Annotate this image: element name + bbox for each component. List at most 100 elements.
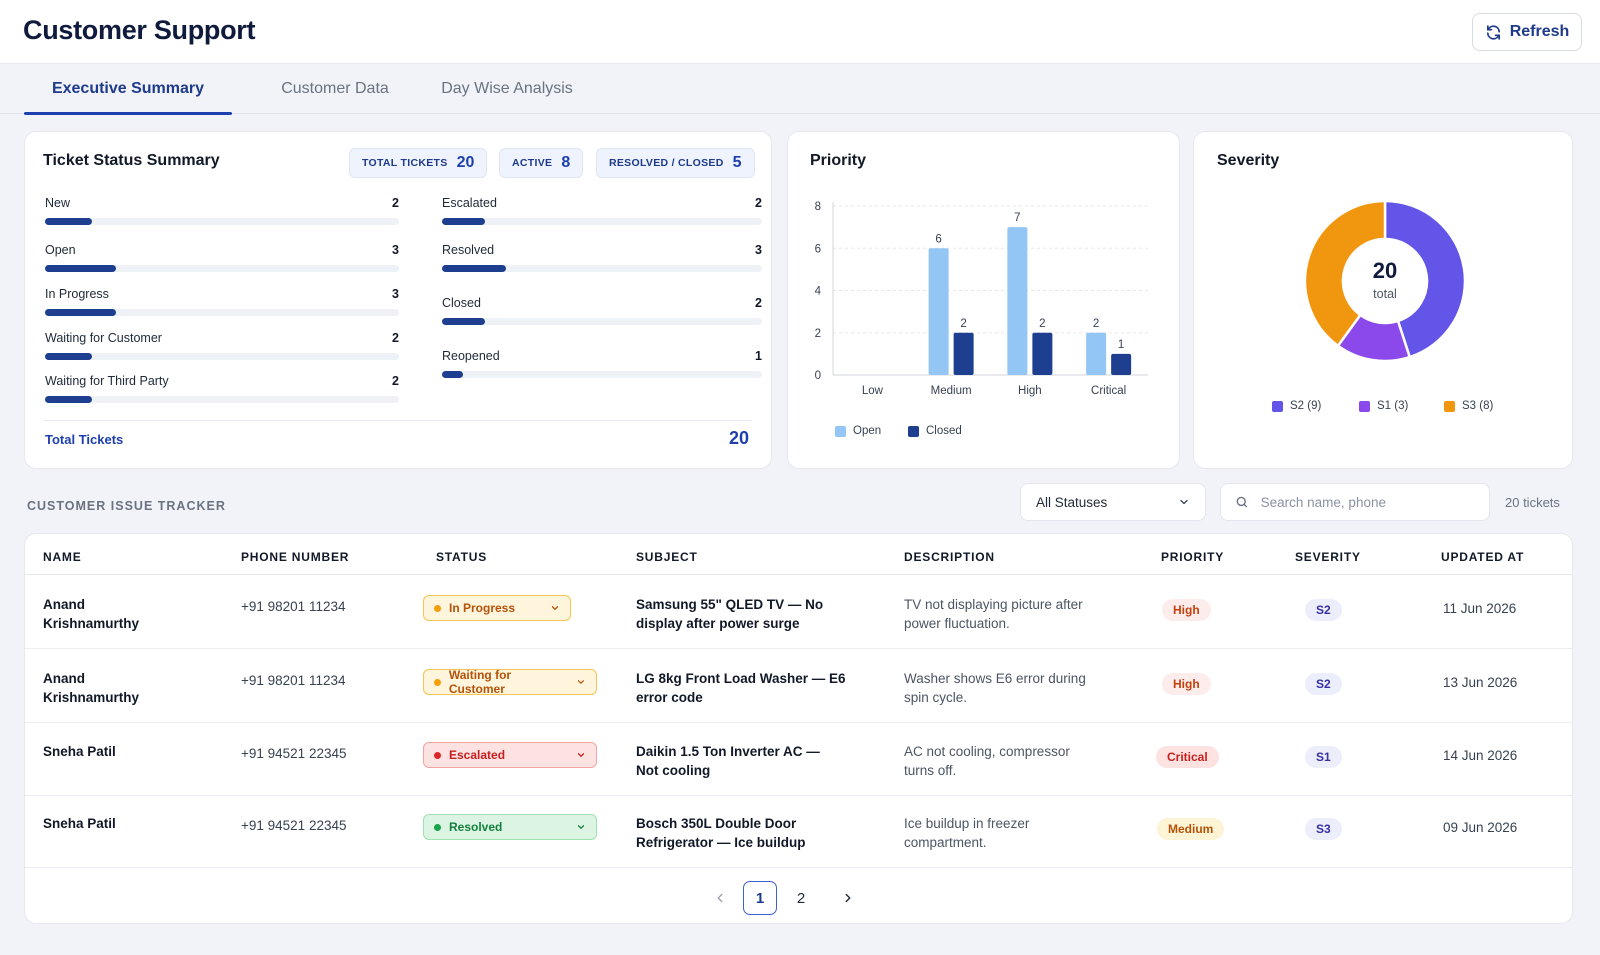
ticket-count: 20 tickets: [1505, 495, 1560, 510]
status-bar-fill: [442, 371, 464, 378]
ticket-description: TV not displaying picture after power flu…: [904, 595, 1083, 633]
ticket-subject-line: LG 8kg Front Load Washer — E6: [636, 671, 846, 686]
page-1-button[interactable]: 1: [743, 881, 777, 915]
status-bar-track: [442, 371, 762, 378]
tab-customer-data[interactable]: Customer Data: [281, 80, 389, 97]
status-row: Resolved 3: [442, 243, 762, 279]
status-name: Waiting for Third Party: [45, 374, 169, 388]
status-count: 3: [392, 287, 399, 301]
ticket-subject-line: Samsung 55" QLED TV — No: [636, 597, 824, 612]
column-header-priority: PRIORITY: [1161, 550, 1225, 564]
chevron-down-icon: [577, 825, 585, 829]
status-bar-fill: [45, 218, 93, 225]
updated-at: 14 Jun 2026: [1443, 748, 1518, 763]
pill-label: ACTIVE: [512, 157, 553, 169]
status-filter-value: All Statuses: [1036, 494, 1108, 510]
table-row[interactable]: Anand Krishnamurthy +91 98201 11234 Samsung…: [25, 575, 1572, 649]
status-dropdown[interactable]: In Progress: [423, 595, 571, 621]
legend-swatch-s2: [1272, 400, 1283, 412]
y-tick-label: 4: [815, 286, 822, 298]
bar-open: [1086, 332, 1107, 375]
donut-slice: [1303, 199, 1387, 348]
table-row[interactable]: Sneha Patil +91 94521 22345 Daikin 1.5 Ton…: [25, 722, 1572, 796]
status-bar-track: [442, 318, 762, 325]
status-bar-track: [442, 265, 762, 272]
ticket-subject-line: Bosch 350L Double Door: [636, 816, 797, 831]
ticket-description: Ice buildup in freezer compartment.: [904, 814, 1029, 852]
ticket-subject-line: error code: [636, 690, 703, 705]
customer-name-line: Krishnamurthy: [43, 616, 140, 631]
table-row[interactable]: Anand Krishnamurthy +91 98201 11234 LG 8kg …: [25, 649, 1572, 723]
ticket-description: Washer shows E6 error during spin cycle.: [904, 669, 1086, 707]
bar-closed: [1111, 353, 1132, 375]
x-tick-label: Low: [862, 385, 884, 397]
bar-value-label: 2: [1093, 318, 1099, 330]
status-label: Escalated: [449, 748, 506, 762]
refresh-button[interactable]: Refresh: [1472, 13, 1582, 51]
tab-bar: Executive Summary Customer Data Day Wise…: [0, 64, 1600, 115]
bar-open: [1007, 227, 1028, 375]
phone-number: +91 98201 11234: [241, 673, 346, 688]
legend-label: S3 (8): [1462, 400, 1494, 412]
page-2-button[interactable]: 2: [796, 889, 806, 907]
ticket-description-line: TV not displaying picture after: [904, 597, 1083, 612]
issue-tracker-table: NAME PHONE NUMBER STATUS SUBJECT DESCRIP…: [24, 533, 1573, 924]
status-dot-icon: [434, 604, 441, 612]
status-filter-select[interactable]: All Statuses: [1020, 483, 1206, 521]
search-input[interactable]: [1260, 494, 1475, 510]
status-row: Waiting for Third Party 2: [45, 374, 399, 410]
search-box: [1220, 483, 1490, 521]
legend-s3: S3 (8): [1444, 400, 1493, 412]
phone-number: +91 98201 11234: [241, 599, 346, 614]
status-bar-fill: [45, 265, 116, 272]
tab-executive-summary[interactable]: Executive Summary: [24, 64, 232, 115]
pill-label: TOTAL TICKETS: [362, 157, 448, 169]
column-header-severity: SEVERITY: [1295, 550, 1361, 564]
prev-page-button[interactable]: [703, 881, 737, 915]
status-count: 2: [392, 374, 399, 388]
status-name: Open: [45, 243, 76, 257]
status-dropdown[interactable]: Resolved: [423, 814, 597, 840]
status-name: In Progress: [45, 287, 109, 301]
bar-value-label: 7: [1014, 212, 1020, 224]
customer-name-line: Anand: [43, 597, 85, 612]
priority-badge: High: [1162, 673, 1211, 695]
x-tick-label: Critical: [1091, 385, 1126, 397]
ticket-subject-line: Not cooling: [636, 763, 711, 778]
column-header-subject: SUBJECT: [636, 550, 698, 564]
chevron-left-icon: [717, 893, 723, 903]
table-row[interactable]: Sneha Patil +91 94521 22345 Bosch 350L Dou…: [25, 794, 1572, 868]
bar-open: [928, 248, 949, 375]
status-count: 2: [392, 196, 399, 210]
status-dot-icon: [434, 751, 441, 759]
x-tick-label: Medium: [931, 385, 972, 397]
status-bar-fill: [45, 396, 93, 403]
ticket-description-line: turns off.: [904, 763, 957, 778]
ticket-subject: Bosch 350L Double Door Refrigerator — Ice…: [636, 814, 806, 852]
status-count: 1: [755, 349, 762, 363]
bar-value-label: 2: [1039, 318, 1045, 330]
status-name: Escalated: [442, 196, 497, 210]
donut-center-value: 20: [1373, 258, 1397, 283]
status-label: In Progress: [449, 601, 516, 615]
status-count: 2: [755, 196, 762, 210]
ticket-subject-line: Daikin 1.5 Ton Inverter AC —: [636, 744, 820, 759]
status-bar-track: [45, 218, 399, 225]
status-bar-fill: [45, 353, 93, 360]
updated-at: 11 Jun 2026: [1443, 601, 1517, 616]
resolved-closed-pill: RESOLVED / CLOSED 5: [596, 148, 755, 178]
priority-card: Priority 0 2 4 6 8 Low Medium 6 2 High 7 2 Critical 2…: [787, 131, 1180, 469]
next-page-button[interactable]: [831, 881, 865, 915]
y-tick-label: 6: [815, 243, 821, 255]
chevron-down-icon: [1180, 499, 1188, 505]
chevron-down-icon: [578, 680, 585, 684]
tab-day-wise-analysis[interactable]: Day Wise Analysis: [441, 80, 573, 97]
status-bar-track: [442, 218, 762, 225]
ticket-description-line: Washer shows E6 error during: [904, 671, 1086, 686]
status-dropdown[interactable]: Waiting for Customer: [423, 668, 597, 696]
status-row: Open 3: [45, 243, 399, 279]
total-tickets-label: Total Tickets: [45, 432, 124, 447]
ticket-subject: Samsung 55" QLED TV — No display after po…: [636, 595, 823, 633]
priority-bar-chart: 0 2 4 6 8 Low Medium 6 2 High 7 2 Critical 2 1: [815, 201, 1148, 397]
status-dropdown[interactable]: Escalated: [423, 742, 597, 768]
